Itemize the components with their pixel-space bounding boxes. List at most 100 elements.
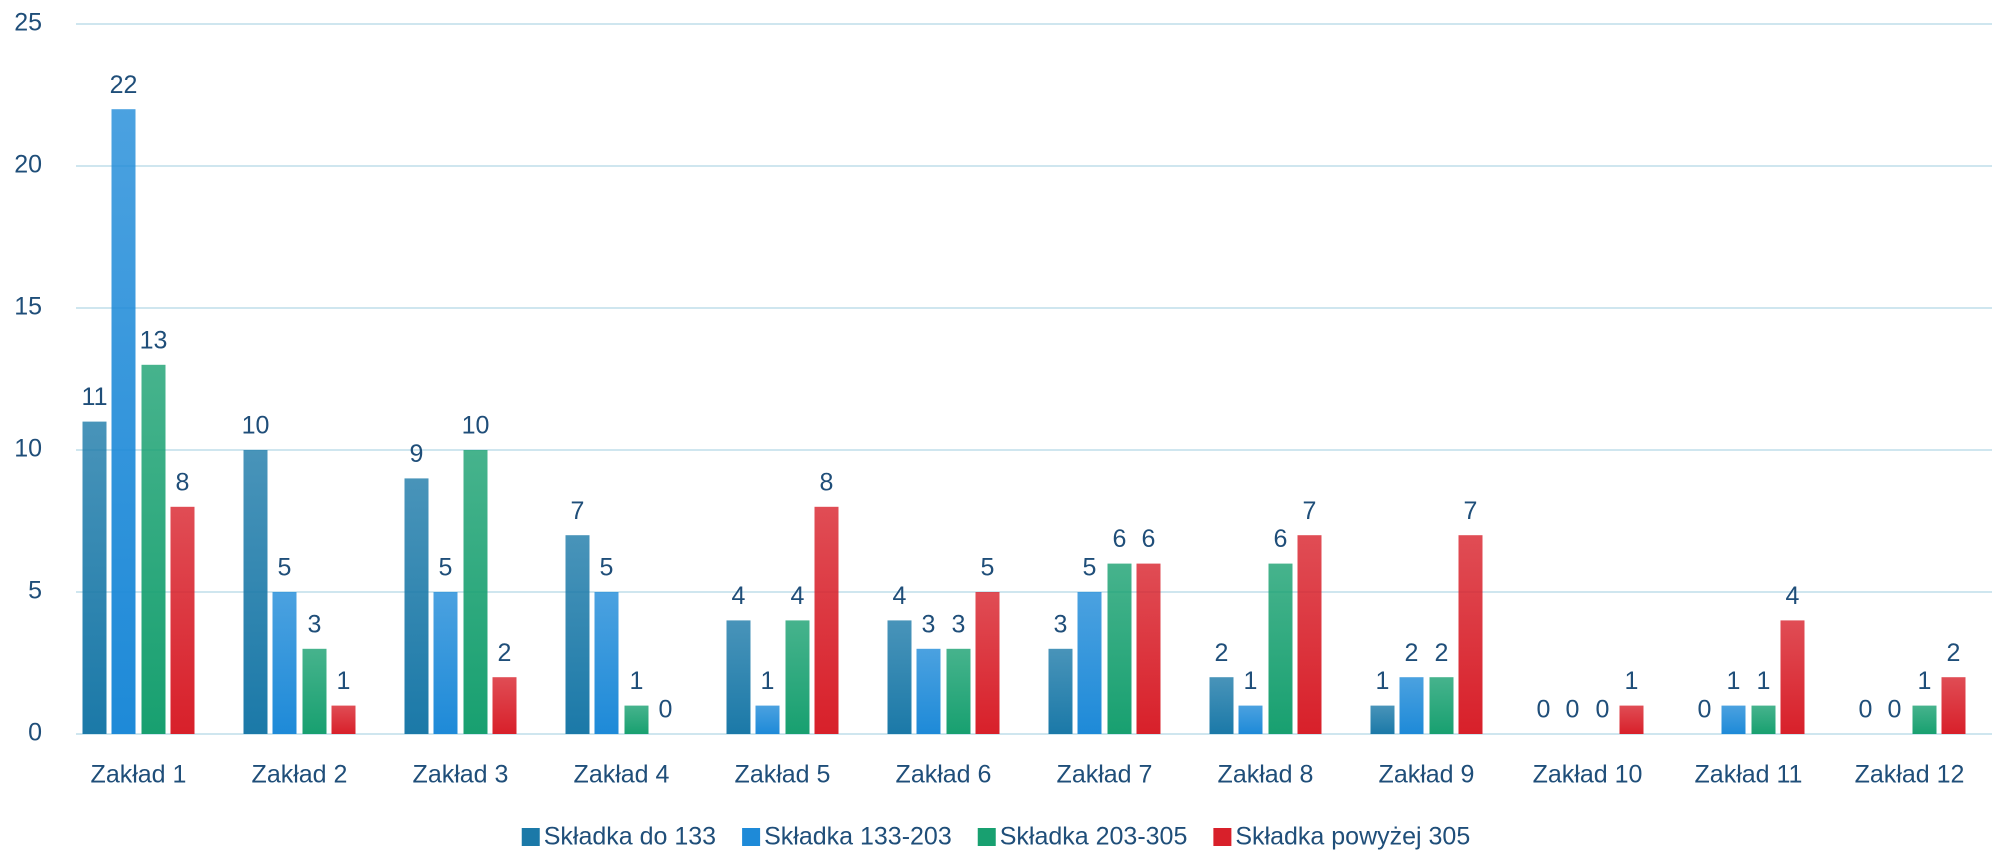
bar xyxy=(1780,620,1805,734)
bar xyxy=(433,592,458,734)
bar xyxy=(1107,563,1132,734)
value-label: 9 xyxy=(410,440,424,468)
legend-swatch xyxy=(1213,828,1232,846)
bar xyxy=(272,592,297,734)
value-label: 10 xyxy=(242,412,270,440)
y-tick-label: 20 xyxy=(14,151,42,179)
bar xyxy=(1297,535,1322,734)
value-label: 3 xyxy=(1054,610,1068,638)
bar xyxy=(785,620,810,734)
bar xyxy=(1912,705,1937,734)
x-tick-label: Zakład 1 xyxy=(91,761,187,789)
value-label: 1 xyxy=(1727,667,1741,695)
value-label: 6 xyxy=(1142,525,1156,553)
x-tick-label: Zakład 5 xyxy=(735,761,831,789)
value-label: 6 xyxy=(1113,525,1127,553)
bar xyxy=(1721,705,1746,734)
bar xyxy=(404,478,429,734)
value-label: 4 xyxy=(893,582,907,610)
bar xyxy=(624,705,649,734)
x-tick-label: Zakład 2 xyxy=(252,761,348,789)
x-tick-label: Zakład 3 xyxy=(413,761,509,789)
value-label: 8 xyxy=(176,468,190,496)
value-label: 0 xyxy=(1537,696,1551,724)
value-label: 3 xyxy=(922,610,936,638)
x-tick-label: Zakład 10 xyxy=(1533,761,1643,789)
bar xyxy=(82,421,107,734)
value-label: 6 xyxy=(1274,525,1288,553)
x-tick-label: Zakład 8 xyxy=(1218,761,1314,789)
value-label: 5 xyxy=(1083,554,1097,582)
value-label: 0 xyxy=(1888,696,1902,724)
value-label: 2 xyxy=(498,639,512,667)
value-label: 10 xyxy=(462,412,490,440)
bar xyxy=(243,450,268,734)
bar xyxy=(946,648,971,734)
x-tick-label: Zakład 12 xyxy=(1855,761,1965,789)
y-tick-label: 25 xyxy=(14,9,42,37)
y-tick-label: 10 xyxy=(14,435,42,463)
bar xyxy=(755,705,780,734)
value-label: 0 xyxy=(1698,696,1712,724)
bar xyxy=(141,364,166,734)
bar xyxy=(814,506,839,734)
bar xyxy=(975,592,1000,734)
value-label: 1 xyxy=(1918,667,1932,695)
bar xyxy=(111,109,136,734)
value-label: 4 xyxy=(1786,582,1800,610)
value-label: 1 xyxy=(1376,667,1390,695)
bar xyxy=(916,648,941,734)
x-tick-label: Zakład 4 xyxy=(574,761,670,789)
value-label: 2 xyxy=(1405,639,1419,667)
value-label: 1 xyxy=(630,667,644,695)
value-label: 1 xyxy=(761,667,775,695)
value-label: 11 xyxy=(82,383,108,411)
bar xyxy=(1209,677,1234,734)
bar xyxy=(565,535,590,734)
x-tick-label: Zakład 11 xyxy=(1695,761,1803,789)
value-label: 8 xyxy=(820,468,834,496)
bar xyxy=(463,450,488,734)
value-label: 7 xyxy=(1303,497,1317,525)
legend-swatch xyxy=(742,828,761,846)
bar xyxy=(1429,677,1454,734)
value-label: 1 xyxy=(1244,667,1258,695)
value-label: 22 xyxy=(110,71,138,99)
bar xyxy=(887,620,912,734)
value-label: 2 xyxy=(1435,639,1449,667)
value-label: 0 xyxy=(1566,696,1580,724)
x-tick-label: Zakład 6 xyxy=(896,761,992,789)
bar xyxy=(1941,677,1966,734)
y-tick-label: 0 xyxy=(28,719,42,747)
value-label: 7 xyxy=(1464,497,1478,525)
legend-label: Składka powyżej 305 xyxy=(1235,823,1470,851)
x-tick-label: Zakład 9 xyxy=(1379,761,1475,789)
y-tick-label: 15 xyxy=(14,293,42,321)
bar xyxy=(1268,563,1293,734)
value-label: 2 xyxy=(1947,639,1961,667)
legend-label: Składka 133-203 xyxy=(764,823,952,851)
value-label: 4 xyxy=(791,582,805,610)
legend-swatch xyxy=(977,828,996,846)
value-label: 1 xyxy=(337,667,351,695)
value-label: 5 xyxy=(439,554,453,582)
bar xyxy=(1238,705,1263,734)
value-label: 5 xyxy=(278,554,292,582)
bar xyxy=(1370,705,1395,734)
value-label: 13 xyxy=(140,326,168,354)
bar xyxy=(302,648,327,734)
bar xyxy=(1619,705,1644,734)
bar xyxy=(594,592,619,734)
legend-swatch xyxy=(521,828,540,846)
bar xyxy=(726,620,751,734)
value-label: 5 xyxy=(981,554,995,582)
value-label: 4 xyxy=(732,582,746,610)
value-label: 3 xyxy=(308,610,322,638)
value-label: 3 xyxy=(952,610,966,638)
bar xyxy=(170,506,195,734)
bar xyxy=(1048,648,1073,734)
bar xyxy=(1399,677,1424,734)
value-label: 1 xyxy=(1757,667,1771,695)
x-tick-label: Zakład 7 xyxy=(1057,761,1153,789)
